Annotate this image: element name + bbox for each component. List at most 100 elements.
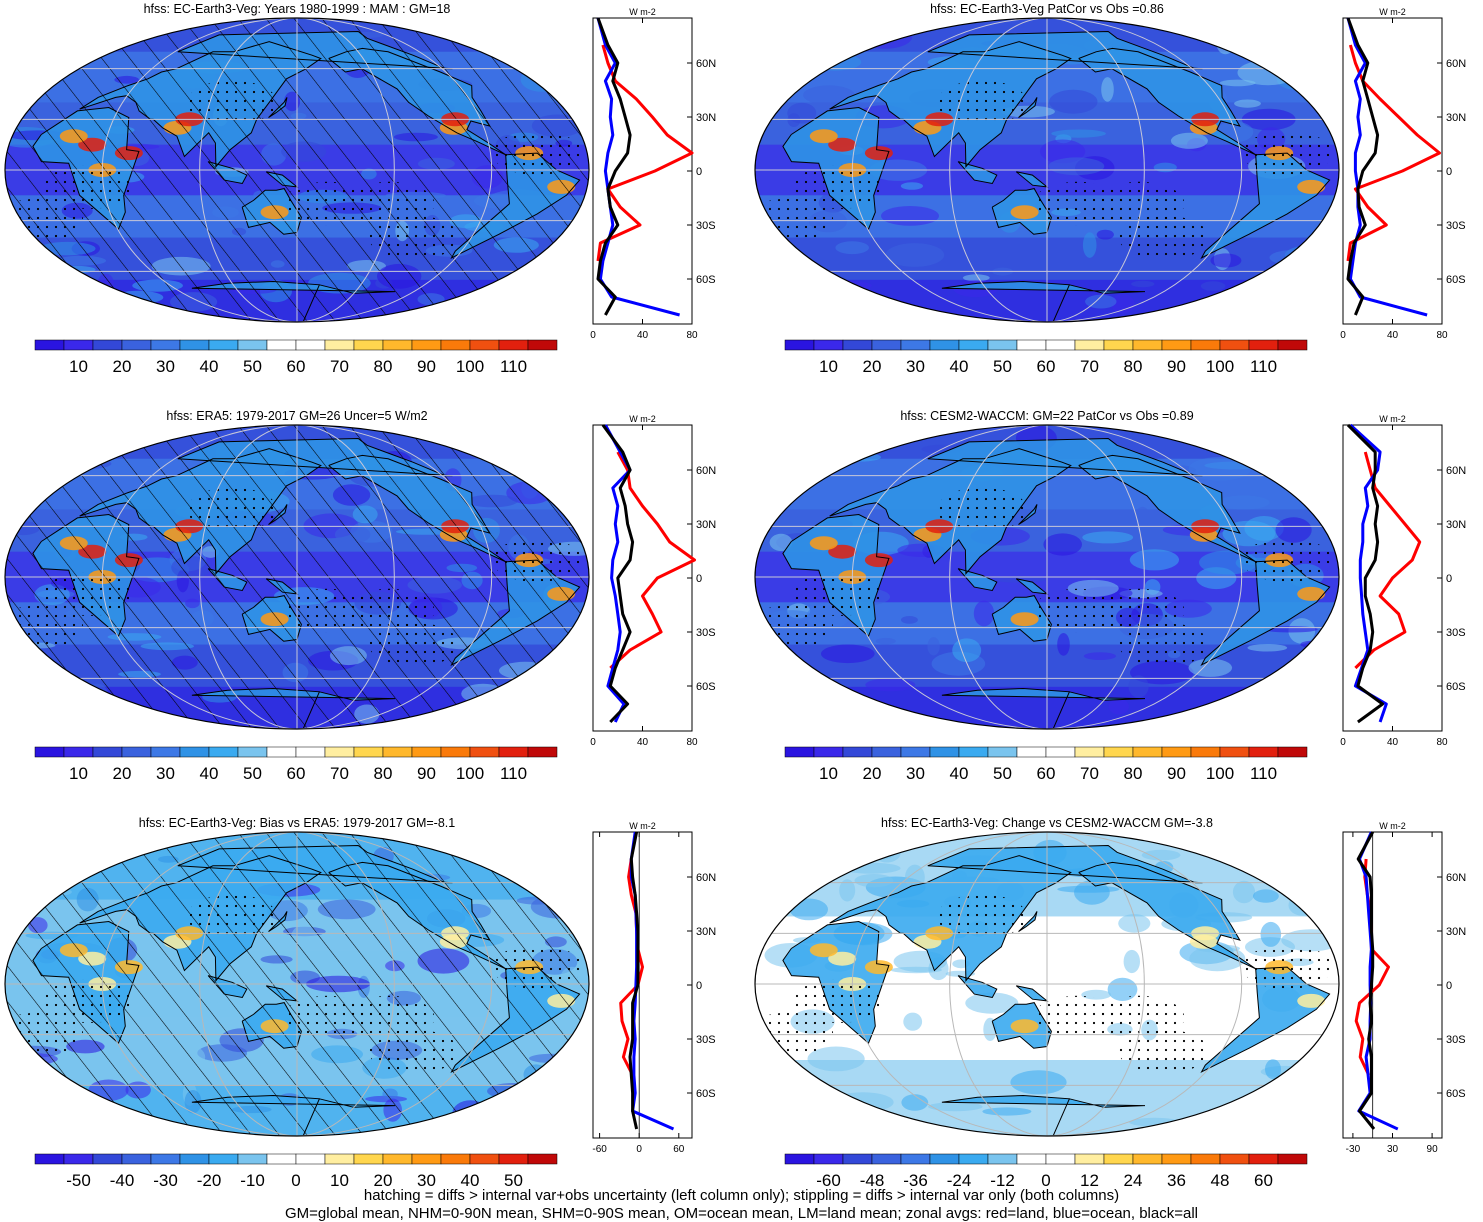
colorbar-box	[1016, 1153, 1047, 1165]
map-blob	[872, 842, 901, 863]
colorbar-box	[150, 746, 181, 758]
map-blob	[548, 850, 589, 858]
map-blob	[1261, 852, 1283, 872]
map-blob	[890, 966, 942, 974]
colorbar-label: 20	[374, 1171, 393, 1190]
zonal-ytick-label: 0	[1446, 980, 1452, 992]
zonal-xtick-label: 0	[590, 737, 596, 748]
land-7	[958, 568, 997, 591]
zonal-line-all	[601, 424, 635, 724]
colorbar-box	[1016, 339, 1047, 351]
zonal-xtick-label: 40	[637, 330, 649, 341]
colorbar-label: 80	[374, 764, 393, 783]
coastline-0	[1078, 861, 1256, 970]
map-blob	[1216, 31, 1235, 55]
map-blob	[1284, 245, 1339, 265]
colorbar-box	[1045, 746, 1076, 758]
zonal-line-all	[1356, 831, 1376, 1130]
colorbar-box	[1074, 339, 1105, 351]
map-blob	[1051, 129, 1106, 138]
colorbar-box	[295, 1153, 326, 1165]
map-blob	[765, 675, 785, 699]
map-blob	[1135, 506, 1150, 527]
stippling	[344, 995, 435, 1040]
zonal-ytick-label: 60S	[1446, 681, 1466, 693]
zonal-frame	[592, 831, 693, 1139]
colorbar-box	[987, 746, 1018, 758]
map-border	[4, 17, 590, 323]
colorbar-box	[266, 1153, 297, 1165]
map-blob	[857, 24, 913, 49]
map-blob	[1294, 62, 1309, 88]
colorbar-box	[1277, 1153, 1308, 1165]
stippling	[937, 487, 1028, 532]
map-blob	[1188, 658, 1233, 677]
hot-spot	[1297, 179, 1326, 194]
map-blob	[759, 61, 791, 80]
graticule-lon	[199, 832, 298, 1136]
colorbar-label: -36	[903, 1171, 928, 1190]
zonal-unit: W m-2	[629, 7, 656, 17]
map-blob	[772, 50, 824, 73]
colorbar-label: 12	[1080, 1171, 1099, 1190]
graticule-lon	[101, 18, 298, 322]
colorbar-box	[63, 746, 94, 758]
map-blob	[1296, 479, 1339, 494]
map-blob	[900, 616, 918, 624]
map-blob	[1096, 229, 1114, 240]
graticule	[5, 832, 589, 1136]
colorbar-label: 10	[69, 357, 88, 376]
colorbar-label: 30	[906, 764, 925, 783]
zonal-xtick-label: 40	[1387, 737, 1399, 748]
land-8	[1016, 578, 1047, 594]
land-1	[1201, 560, 1330, 665]
land-7	[958, 161, 997, 184]
map-blob	[1123, 949, 1140, 974]
zonal-frame	[1342, 17, 1443, 325]
colorbar-box	[784, 1153, 815, 1165]
map-blob	[952, 638, 982, 663]
colorbar-label: -20	[197, 1171, 222, 1190]
colorbar-box	[958, 1153, 989, 1165]
graticule-lon	[1046, 832, 1243, 1136]
stippling	[492, 131, 583, 176]
stippling	[43, 571, 134, 616]
colorbar-box	[1045, 1153, 1076, 1165]
colorbar-label: 110	[500, 764, 527, 783]
colorbar-box	[266, 339, 297, 351]
map-blob	[769, 533, 793, 551]
graticule-lon	[296, 425, 493, 729]
colorbar-box	[842, 339, 873, 351]
land-5	[927, 31, 1203, 69]
zonal-xtick-label: 80	[1436, 330, 1448, 341]
hot-spot	[828, 951, 857, 966]
map-blob	[927, 637, 940, 656]
graticule-lon	[949, 18, 1048, 322]
map-blob	[1267, 698, 1319, 719]
stippling	[282, 588, 373, 633]
colorbar-label: 0	[291, 1171, 300, 1190]
map-blob	[456, 835, 490, 861]
colorbar-box	[1074, 746, 1105, 758]
colorbar-box	[150, 339, 181, 351]
map-blob	[1255, 39, 1314, 51]
zonal-ytick-label: 30S	[1446, 220, 1466, 232]
coastline-7	[957, 161, 998, 185]
stippling	[368, 215, 459, 260]
hot-spot	[1297, 586, 1326, 601]
colorbar-box	[440, 339, 471, 351]
map-blob	[23, 446, 56, 459]
colorbar-box	[1045, 339, 1076, 351]
colorbar-box	[871, 1153, 902, 1165]
map-blob	[881, 206, 939, 226]
colorbar-box	[900, 339, 931, 351]
colorbar-box	[784, 339, 815, 351]
colorbar-label: 20	[863, 764, 882, 783]
graticule-lon	[1046, 832, 1145, 1136]
zonal-ytick-label: 60N	[696, 872, 716, 884]
colorbar-box	[324, 1153, 355, 1165]
colorbar-box	[929, 339, 960, 351]
colorbar-label: 90	[417, 357, 436, 376]
map-blob	[1200, 281, 1226, 291]
map-blob	[1253, 889, 1279, 903]
